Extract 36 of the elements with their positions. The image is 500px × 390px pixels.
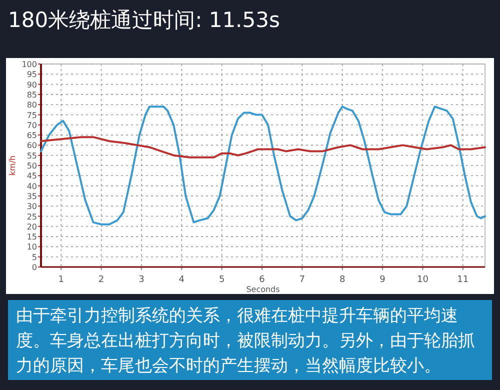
text: 由于牵引力控制系统的关系，很难在桩中提升车辆的平均速度。车身总在出桩打方向时，被限制动力。另外，由于轮胎抓力的原因，车尾也会不时的产生摆动，当然幅度比较小。 (8, 300, 492, 380)
y-tick-label: 60 (26, 141, 37, 150)
y-tick-label: 75 (26, 110, 37, 120)
y-tick-label: 45 (26, 172, 37, 181)
y-tick-label: 5 (32, 252, 37, 262)
y-tick-label: 55 (26, 151, 37, 160)
y-tick-label: 10 (26, 242, 37, 252)
y-tick-label: 20 (26, 222, 37, 232)
x-tick-label: 2 (98, 275, 104, 285)
y-tick-label: 50 (26, 162, 37, 170)
y-tick-label: 0 (32, 263, 37, 272)
y-tick-label: 30 (26, 202, 37, 212)
x-tick-label: 10 (416, 275, 429, 285)
y-tick-label: 85 (26, 90, 37, 100)
x-tick-label: 7 (299, 275, 306, 285)
chart-title: 180米绕桩通过时间: 11.53s (8, 7, 280, 34)
x-tick-label: 9 (380, 275, 386, 285)
x-tick-label: 1 (58, 275, 64, 285)
y-tick-label: 40 (26, 182, 37, 191)
x-tick-label: 3 (138, 275, 144, 285)
y-tick-label: 95 (26, 70, 37, 80)
x-tick-label: 11 (457, 275, 469, 285)
y-tick-label: 35 (26, 192, 37, 201)
y-tick-label: 65 (26, 131, 37, 140)
y-axis-title: km/h (8, 155, 17, 176)
x-tick-label: 6 (259, 275, 266, 285)
x-tick-label: 5 (218, 275, 225, 285)
x-tick-label: 4 (178, 275, 185, 285)
y-tick-label: 90 (26, 80, 37, 90)
x-axis-title: Seconds (246, 285, 280, 294)
x-tick-label: 8 (339, 275, 346, 285)
y-tick-label: 100 (22, 60, 37, 69)
y-tick-label: 80 (26, 100, 37, 110)
y-tick-label: 25 (26, 212, 37, 222)
y-tick-label: 70 (26, 120, 37, 130)
y-tick-label: 15 (26, 232, 37, 242)
